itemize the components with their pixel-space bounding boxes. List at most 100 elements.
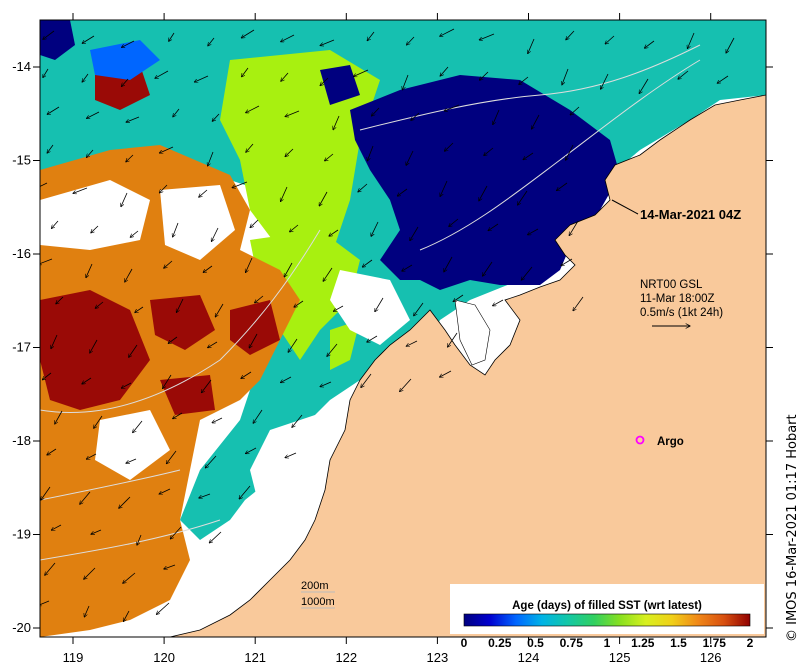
- current-vector: [211, 227, 219, 242]
- current-vector: [86, 453, 97, 459]
- colorbar-tick-label: 0.25: [488, 636, 512, 650]
- sst-region-blue-2: [90, 40, 160, 80]
- current-vector: [528, 228, 539, 235]
- current-vector: [249, 333, 258, 348]
- contour-1000m: [40, 229, 321, 413]
- current-vector: [288, 338, 298, 352]
- current-vector: [212, 113, 220, 121]
- current-vector: [281, 34, 295, 42]
- current-vector: [90, 339, 98, 353]
- current-vector: [126, 458, 137, 463]
- current-vector: [126, 154, 134, 162]
- timestamp-label: 14-Mar-2021 04Z: [640, 207, 741, 222]
- y-tick-label: -16: [12, 246, 31, 261]
- current-vector: [246, 257, 253, 273]
- current-vector: [51, 220, 59, 229]
- nodata-coast-2: [250, 410, 340, 520]
- x-tick-label: 126: [700, 650, 722, 665]
- current-vector: [164, 564, 176, 569]
- current-vector: [173, 108, 180, 117]
- current-vector: [402, 74, 409, 90]
- current-vector: [239, 485, 251, 499]
- current-vector: [51, 524, 62, 530]
- contour-1000m-2: [40, 519, 221, 561]
- sst-region-recent: [350, 75, 620, 290]
- current-vector: [137, 534, 142, 545]
- sst-region-darkred-5: [160, 375, 215, 415]
- current-vector: [678, 70, 689, 79]
- current-vector: [215, 303, 224, 317]
- current-vector: [201, 379, 212, 393]
- current-vector: [479, 185, 488, 201]
- current-vector: [166, 450, 177, 464]
- current-vector: [372, 107, 380, 116]
- x-axis-ticks: 119 120 121 122 123 124 125 126: [63, 13, 722, 665]
- current-vector: [493, 109, 500, 125]
- current-vector: [155, 70, 169, 78]
- current-vector: [353, 69, 369, 77]
- current-vector: [123, 610, 130, 622]
- colorbar-gradient: [463, 613, 751, 627]
- current-vector: [170, 526, 182, 539]
- argo-label: Argo: [657, 436, 684, 448]
- current-vector: [639, 78, 649, 94]
- imos-credit: © IMOS 16-Mar-2021 01:17 Hobart: [785, 414, 800, 642]
- nodata-patch-2: [160, 185, 235, 260]
- x-tick-label: 120: [153, 650, 175, 665]
- current-vector: [444, 256, 453, 272]
- current-vector: [320, 39, 335, 46]
- argo-float-marker[interactable]: [635, 435, 645, 445]
- current-vector: [173, 412, 183, 419]
- y-tick-label: -20: [12, 620, 31, 635]
- sst-region-lime-3: [330, 320, 360, 370]
- current-vector: [407, 36, 415, 45]
- current-vector: [573, 296, 584, 311]
- current-vector: [562, 68, 569, 85]
- current-vector: [91, 225, 99, 233]
- current-vector: [440, 66, 449, 76]
- current-vector: [323, 267, 333, 281]
- current-vector: [84, 605, 90, 617]
- current-vector: [121, 78, 129, 87]
- depth-label-1000m: 1000m: [301, 596, 335, 608]
- current-vector: [126, 116, 140, 122]
- x-tick-label: 123: [427, 650, 449, 665]
- sst-region-blue-3: [320, 65, 360, 105]
- current-vector: [129, 344, 138, 357]
- sst-region-lime-2: [250, 230, 360, 360]
- current-vector: [241, 29, 255, 38]
- current-vector: [173, 222, 179, 237]
- current-vector: [414, 302, 424, 316]
- current-vector: [241, 371, 252, 379]
- current-vector: [121, 382, 132, 388]
- current-vector: [406, 150, 414, 165]
- current-vector: [163, 374, 172, 389]
- current-vector: [453, 294, 464, 302]
- current-vector: [122, 40, 135, 47]
- current-vector: [333, 115, 340, 130]
- current-vector: [570, 106, 580, 115]
- current-vector: [440, 180, 448, 197]
- depth-label-200m: 200m: [301, 580, 329, 592]
- current-vector: [325, 153, 334, 161]
- current-vector: [135, 306, 144, 313]
- current-vector: [232, 181, 248, 188]
- nodata-patch-1: [40, 180, 150, 250]
- current-vector: [488, 223, 499, 231]
- current-vector: [687, 32, 695, 49]
- colorbar-title: Age (days) of filled SST (wrt latest): [512, 600, 702, 612]
- current-vector: [292, 414, 303, 427]
- sst-region-lime: [220, 50, 380, 290]
- sst-region-darkred-2: [150, 295, 215, 350]
- current-vector: [440, 28, 455, 36]
- current-vector: [483, 261, 493, 276]
- current-vector: [367, 31, 375, 41]
- current-vector: [199, 493, 211, 498]
- current-vector: [47, 144, 54, 153]
- sst-region-darkred-3: [230, 300, 280, 355]
- current-vector: [208, 341, 218, 348]
- current-vector: [168, 336, 178, 344]
- current-vector: [518, 190, 528, 205]
- nodata-coast-1: [330, 270, 410, 345]
